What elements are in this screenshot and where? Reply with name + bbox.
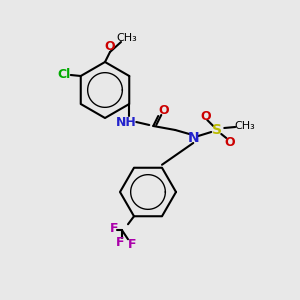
Text: NH: NH bbox=[116, 116, 136, 128]
Text: F: F bbox=[128, 238, 136, 251]
Text: O: O bbox=[224, 136, 235, 148]
Text: F: F bbox=[110, 222, 118, 235]
Text: O: O bbox=[158, 103, 169, 116]
Text: O: O bbox=[105, 40, 115, 52]
Text: Cl: Cl bbox=[57, 68, 70, 80]
Text: CH₃: CH₃ bbox=[235, 121, 256, 131]
Text: O: O bbox=[200, 110, 211, 122]
Text: S: S bbox=[212, 123, 222, 137]
Text: N: N bbox=[188, 131, 199, 145]
Text: F: F bbox=[116, 236, 124, 249]
Text: CH₃: CH₃ bbox=[117, 33, 137, 43]
